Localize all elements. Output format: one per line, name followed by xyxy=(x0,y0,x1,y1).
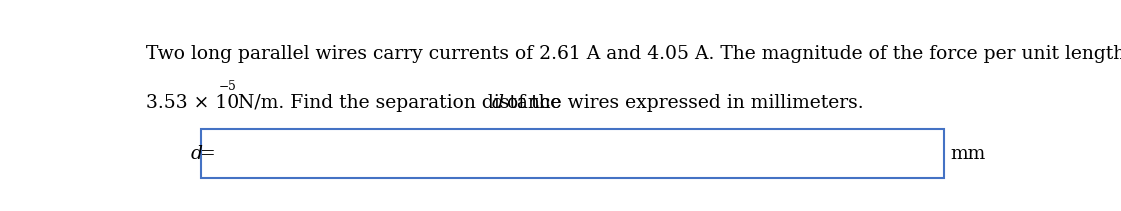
Text: Two long parallel wires carry currents of 2.61 A and 4.05 A. The magnitude of th: Two long parallel wires carry currents o… xyxy=(146,45,1121,63)
Text: mm: mm xyxy=(951,145,986,163)
Text: N/m. Find the separation distance: N/m. Find the separation distance xyxy=(232,94,567,112)
Text: =: = xyxy=(194,145,215,163)
Text: of the wires expressed in millimeters.: of the wires expressed in millimeters. xyxy=(501,94,864,112)
FancyBboxPatch shape xyxy=(201,129,944,178)
Text: 3.53 × 10: 3.53 × 10 xyxy=(146,94,240,112)
Text: d: d xyxy=(191,145,203,163)
Text: d: d xyxy=(492,94,504,112)
Text: −5: −5 xyxy=(219,80,237,93)
